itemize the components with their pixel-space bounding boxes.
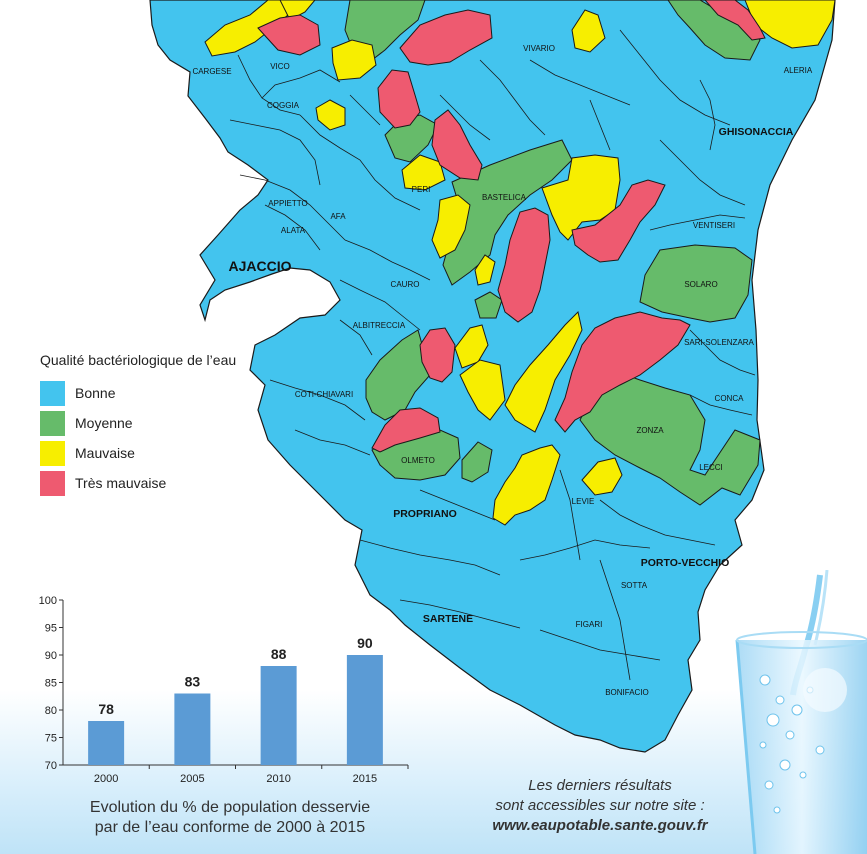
bar [260, 666, 297, 765]
legend-label: Très mauvaise [75, 475, 167, 491]
bar-value-label: 83 [185, 674, 201, 690]
legend-swatch-mauvaise [40, 440, 65, 466]
town-label: BONIFACIO [605, 688, 649, 697]
x-tick-label: 2010 [266, 773, 290, 785]
water-glass-illustration [735, 570, 867, 854]
town-label: SARI-SOLENZARA [684, 338, 754, 347]
x-tick-label: 2005 [180, 773, 204, 785]
town-label: ALATA [281, 226, 306, 235]
town-labels: CARGESE VICO COGGIA VIVARIO ALERIA GHISO… [192, 44, 812, 697]
legend-item-bonne: Bonne [40, 378, 300, 408]
bar-value-label: 78 [98, 701, 114, 717]
bar-value-label: 90 [357, 635, 373, 651]
legend-swatch-bonne [40, 380, 65, 406]
town-label: PERI [412, 185, 431, 194]
footer-note: Les derniers résultats sont accessibles … [455, 776, 745, 836]
town-label: GHISONACCIA [719, 126, 794, 138]
town-label: LEVIE [572, 497, 595, 506]
town-label: VICO [270, 62, 290, 71]
legend-title: Qualité bactériologique de l’eau [40, 352, 237, 368]
y-tick-label: 75 [45, 733, 57, 745]
y-tick-label: 90 [45, 650, 57, 662]
x-tick-label: 2000 [94, 773, 118, 785]
town-label: BASTELICA [482, 193, 527, 202]
legend-item-tres-mauvaise: Très mauvaise [40, 468, 300, 498]
footer-line-2: sont accessibles sur notre site : [495, 797, 705, 814]
zones-mauvaise [204, 0, 836, 526]
town-label: CARGESE [192, 67, 231, 76]
caption-line-2: par de l’eau conforme de 2000 à 2015 [94, 819, 366, 836]
bar [174, 693, 211, 765]
town-label: APPIETTO [268, 199, 307, 208]
zones-moyenne [344, 0, 761, 506]
caption-line-1: Evolution du % de population desservie [89, 799, 371, 816]
bar-value-label: 88 [271, 646, 287, 662]
y-tick-label: 70 [45, 760, 57, 772]
town-label: PORTO-VECCHIO [641, 557, 729, 569]
chart-caption: Evolution du % de population desservie p… [60, 798, 400, 838]
town-label: AJACCIO [228, 258, 291, 274]
footer-line-1: Les derniers résultats [528, 777, 672, 794]
bar [88, 721, 125, 765]
town-label: CONCA [715, 394, 745, 403]
legend-item-mauvaise: Mauvaise [40, 438, 300, 468]
town-label: FIGARI [576, 620, 603, 629]
town-label: AFA [330, 212, 346, 221]
legend-item-moyenne: Moyenne [40, 408, 300, 438]
town-label: COTI-CHIAVARI [295, 390, 353, 399]
town-label: PROPRIANO [393, 508, 457, 520]
y-tick-label: 100 [39, 595, 57, 607]
zones-tres-mauvaise [257, 0, 766, 453]
y-tick-label: 95 [45, 623, 57, 635]
town-label: ALBITRECCIA [353, 321, 406, 330]
legend-swatch-tres-mauvaise [40, 470, 65, 496]
town-label: ALERIA [784, 66, 813, 75]
town-label: SARTENE [423, 613, 473, 625]
town-label: SOTTA [621, 581, 648, 590]
legend-label: Moyenne [75, 415, 133, 431]
town-label: SOLARO [684, 280, 717, 289]
town-label: OLMETO [401, 456, 435, 465]
town-label: VENTISERI [693, 221, 735, 230]
legend-label: Mauvaise [75, 445, 135, 461]
commune-borders [229, 29, 756, 681]
legend-label: Bonne [75, 385, 116, 401]
y-tick-label: 80 [45, 705, 57, 717]
legend-swatch-moyenne [40, 410, 65, 436]
town-label: LECCI [699, 463, 723, 472]
bar [346, 655, 383, 765]
town-label: CAURO [391, 280, 420, 289]
town-label: COGGIA [267, 101, 300, 110]
conformity-bar-chart: 70 75 80 85 90 95 100 78 2000 83 2005 88 2010 90 2015 [39, 595, 409, 785]
footer-url[interactable]: www.eaupotable.sante.gouv.fr [492, 817, 708, 834]
y-tick-label: 85 [45, 678, 57, 690]
map-legend: Qualité bactériologique de l’eau Bonne M… [40, 352, 300, 498]
x-tick-label: 2015 [353, 773, 377, 785]
town-label: VIVARIO [523, 44, 555, 53]
town-label: ZONZA [636, 426, 664, 435]
